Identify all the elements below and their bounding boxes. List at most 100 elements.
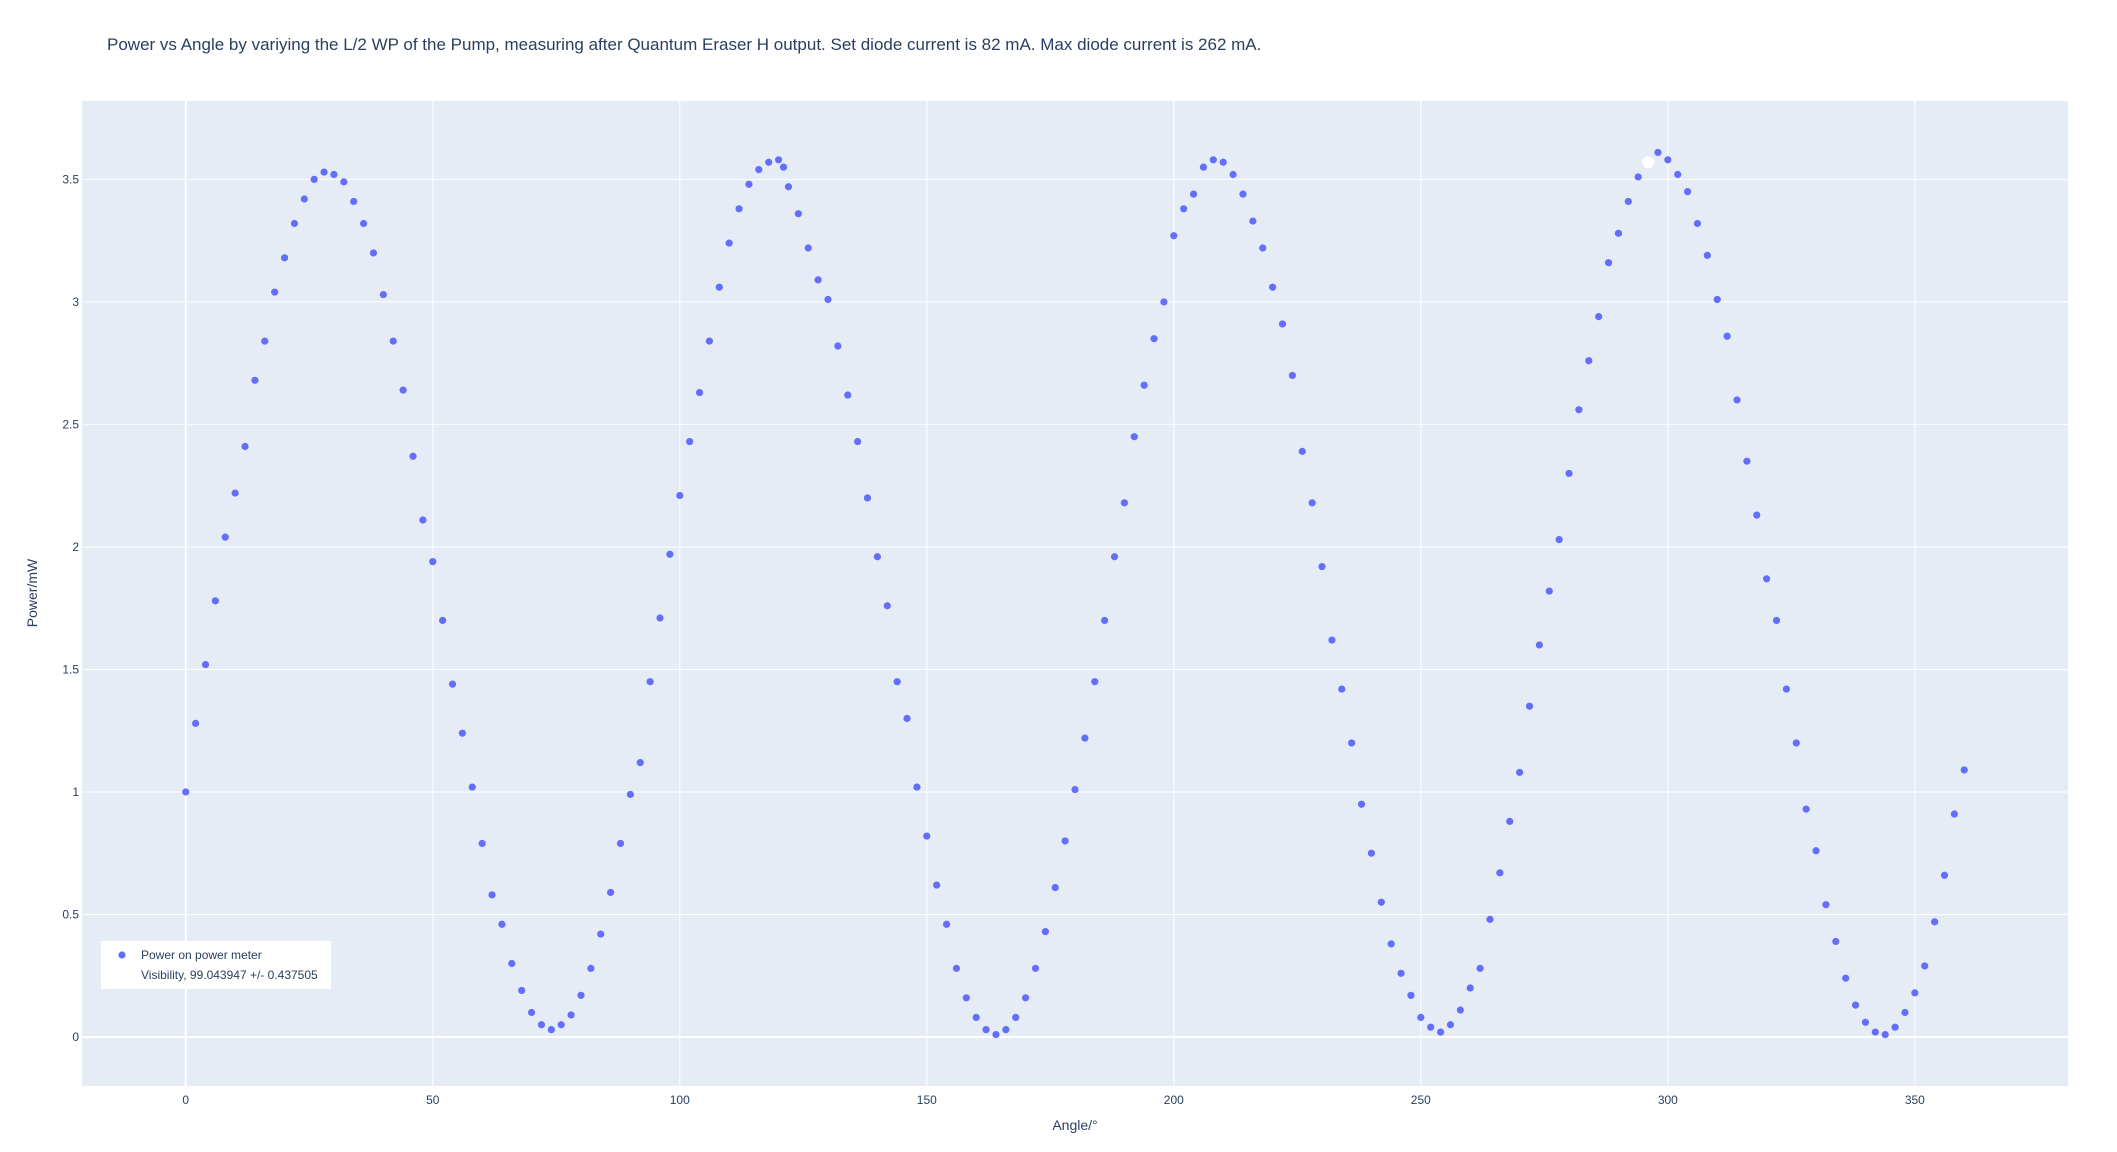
data-point[interactable]: [735, 205, 743, 213]
data-point[interactable]: [271, 288, 279, 296]
data-point[interactable]: [1871, 1028, 1879, 1036]
data-point[interactable]: [1931, 918, 1939, 926]
data-point[interactable]: [1318, 562, 1326, 571]
data-point[interactable]: [1703, 251, 1711, 259]
data-point[interactable]: [518, 986, 526, 995]
data-point[interactable]: [1634, 173, 1642, 181]
data-point[interactable]: [1130, 433, 1138, 441]
data-point[interactable]: [765, 158, 773, 166]
data-point[interactable]: [419, 516, 427, 524]
data-point[interactable]: [478, 839, 486, 848]
data-point[interactable]: [1891, 1023, 1899, 1031]
data-point[interactable]: [1081, 734, 1089, 742]
data-point[interactable]: [942, 920, 951, 928]
data-point[interactable]: [686, 437, 694, 446]
data-point[interactable]: [1496, 869, 1504, 877]
data-point[interactable]: [1832, 937, 1840, 946]
data-point[interactable]: [1654, 148, 1662, 157]
data-point[interactable]: [1249, 217, 1257, 225]
data-point[interactable]: [508, 959, 516, 968]
data-point[interactable]: [458, 729, 467, 737]
data-point[interactable]: [1466, 984, 1474, 992]
data-point[interactable]: [1851, 1001, 1860, 1009]
data-point[interactable]: [824, 295, 832, 304]
data-point[interactable]: [1051, 883, 1059, 892]
data-point[interactable]: [567, 1011, 575, 1019]
data-point[interactable]: [779, 163, 788, 171]
data-point[interactable]: [557, 1021, 565, 1029]
data-point[interactable]: [251, 376, 259, 384]
data-point[interactable]: [1664, 156, 1672, 164]
data-point[interactable]: [1259, 244, 1267, 252]
data-point[interactable]: [1921, 962, 1929, 970]
data-point[interactable]: [488, 891, 496, 899]
data-point[interactable]: [1642, 156, 1655, 169]
data-point[interactable]: [952, 964, 961, 972]
data-point[interactable]: [1150, 335, 1158, 343]
data-point[interactable]: [1693, 219, 1702, 228]
data-point[interactable]: [379, 290, 387, 299]
data-point[interactable]: [626, 790, 634, 799]
data-point[interactable]: [1199, 163, 1208, 171]
data-point[interactable]: [537, 1021, 546, 1029]
data-point[interactable]: [597, 930, 605, 938]
data-point[interactable]: [310, 175, 318, 184]
data-point[interactable]: [1624, 197, 1632, 206]
data-point[interactable]: [913, 783, 921, 791]
data-point[interactable]: [498, 920, 506, 928]
data-point[interactable]: [1021, 994, 1030, 1002]
legend[interactable]: Power on power meter Visibility, 99.0439…: [101, 941, 331, 989]
data-point[interactable]: [1674, 170, 1682, 179]
data-point[interactable]: [1822, 901, 1830, 909]
data-point[interactable]: [616, 839, 625, 848]
data-point[interactable]: [1417, 1013, 1425, 1021]
data-point[interactable]: [1960, 766, 1968, 774]
data-point[interactable]: [992, 1030, 1000, 1039]
data-point[interactable]: [587, 964, 595, 972]
data-point[interactable]: [1456, 1006, 1464, 1014]
data-point[interactable]: [261, 337, 269, 345]
data-point[interactable]: [923, 832, 931, 840]
data-point[interactable]: [1180, 205, 1188, 213]
data-point[interactable]: [814, 276, 822, 284]
data-point[interactable]: [1525, 702, 1534, 710]
data-point[interactable]: [320, 168, 328, 176]
data-point[interactable]: [1535, 641, 1543, 649]
data-point[interactable]: [725, 239, 733, 247]
data-point[interactable]: [241, 442, 249, 451]
data-point[interactable]: [1348, 739, 1356, 747]
data-point[interactable]: [636, 758, 644, 767]
data-point[interactable]: [607, 888, 615, 897]
data-point[interactable]: [1002, 1026, 1010, 1034]
data-point[interactable]: [1209, 156, 1217, 164]
data-point[interactable]: [211, 597, 219, 605]
data-point[interactable]: [834, 342, 842, 350]
data-point[interactable]: [676, 491, 684, 500]
data-point[interactable]: [1140, 381, 1148, 389]
data-point[interactable]: [1614, 229, 1623, 237]
data-point[interactable]: [705, 337, 714, 345]
data-point[interactable]: [1506, 817, 1514, 825]
data-point[interactable]: [1298, 447, 1306, 455]
data-point[interactable]: [1061, 837, 1069, 845]
data-point[interactable]: [1683, 188, 1692, 196]
data-point[interactable]: [290, 219, 299, 228]
data-point[interactable]: [1772, 616, 1781, 625]
data-points[interactable]: [182, 148, 1968, 1039]
data-point[interactable]: [1476, 964, 1484, 972]
data-point[interactable]: [1723, 332, 1731, 340]
data-point[interactable]: [1565, 469, 1573, 478]
data-point[interactable]: [429, 558, 437, 566]
data-point[interactable]: [221, 533, 229, 541]
data-point[interactable]: [409, 452, 417, 460]
data-point[interactable]: [192, 719, 200, 727]
data-point[interactable]: [1911, 989, 1919, 997]
data-point[interactable]: [448, 680, 457, 688]
data-point[interactable]: [1812, 847, 1820, 855]
data-point[interactable]: [1387, 940, 1395, 948]
data-point[interactable]: [1486, 915, 1494, 923]
data-point[interactable]: [1763, 575, 1771, 583]
data-point[interactable]: [1575, 406, 1583, 414]
data-point[interactable]: [1377, 898, 1385, 906]
data-point[interactable]: [1041, 928, 1049, 936]
